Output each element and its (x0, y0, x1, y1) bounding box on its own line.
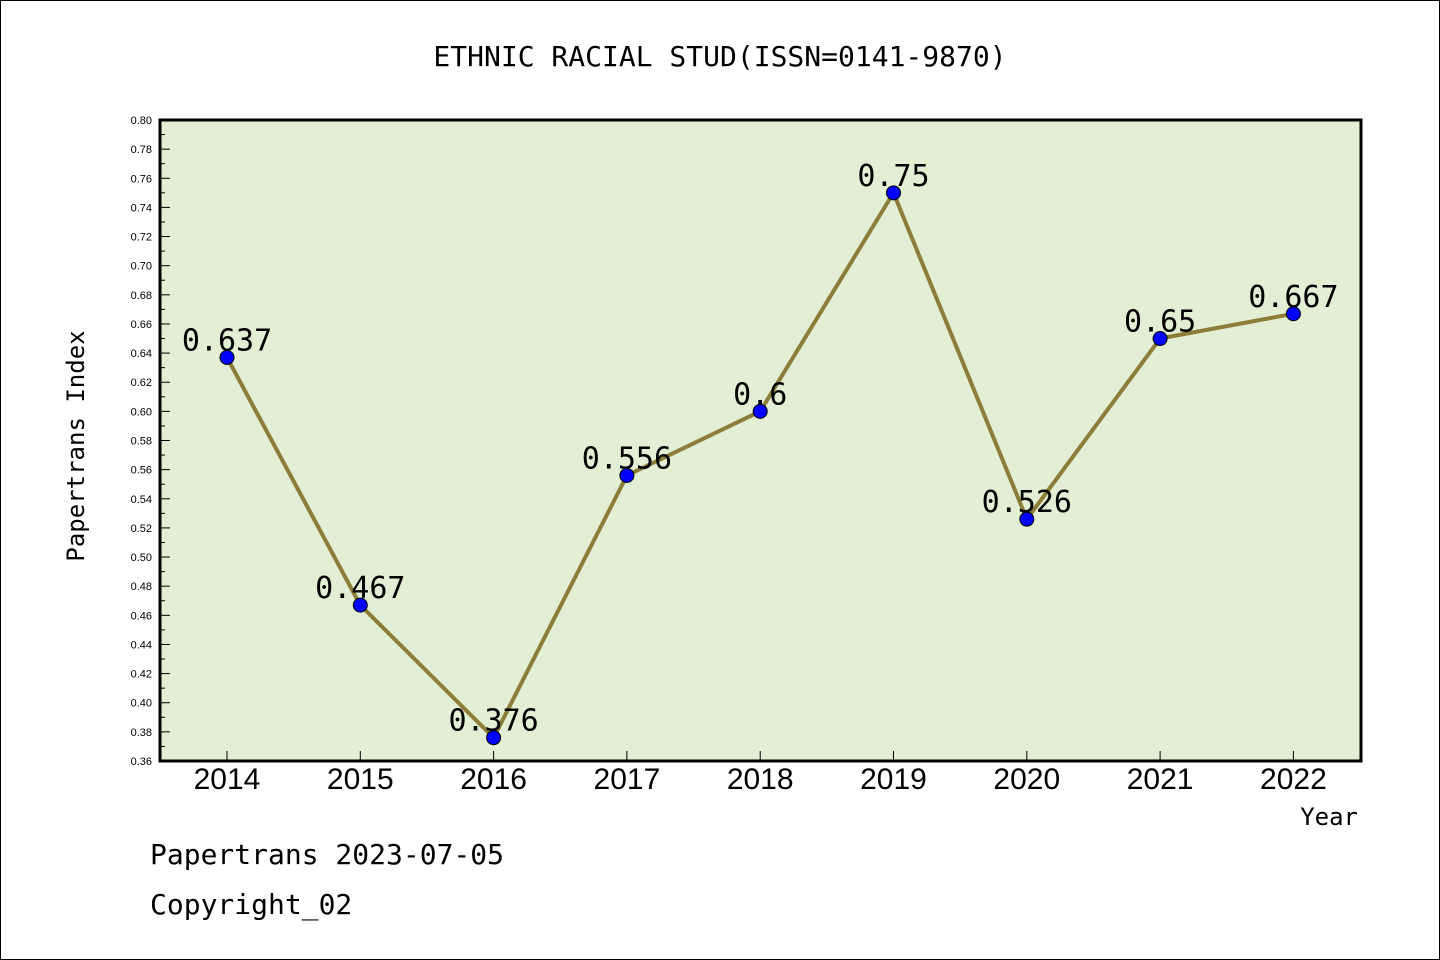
data-label: 0.65 (1124, 305, 1196, 340)
data-label: 0.667 (1248, 280, 1338, 315)
y-tick-label: 0.70 (131, 261, 152, 273)
data-label: 0.556 (582, 441, 672, 476)
x-axis-label: Year (1300, 803, 1358, 831)
data-point (752, 403, 768, 419)
x-tick-label: 2017 (594, 763, 661, 796)
y-tick-label: 0.68 (131, 290, 152, 302)
y-tick-label: 0.58 (131, 436, 152, 448)
y-tick-label: 0.40 (131, 698, 152, 710)
y-tick-label: 0.66 (131, 319, 152, 331)
data-label: 0.526 (982, 485, 1072, 520)
data-point (219, 349, 235, 365)
data-label: 0.75 (857, 159, 929, 194)
y-tick-label: 0.64 (131, 348, 152, 360)
data-point (486, 730, 502, 746)
data-label: 0.6 (733, 377, 787, 412)
x-tick-label: 2016 (460, 763, 527, 796)
plot-area (158, 118, 1363, 763)
x-tick-label: 2020 (993, 763, 1060, 796)
y-axis: 0.36 0.38 0.40 0.42 0.44 0.46 0.48 0.50 0.52 0.54… (131, 115, 170, 768)
footer-date: Papertrans 2023-07-05 (150, 838, 504, 871)
data-point (352, 597, 368, 613)
y-tick-label: 0.50 (131, 552, 152, 564)
data-point (886, 185, 901, 201)
y-tick-label: 0.56 (131, 465, 152, 477)
y-tick-label: 0.54 (131, 494, 152, 506)
data-label: 0.637 (182, 323, 272, 358)
y-tick-label: 0.38 (131, 727, 152, 739)
x-tick-label: 2014 (194, 763, 261, 796)
y-tick-label: 0.48 (131, 581, 152, 593)
y-tick-label: 0.42 (131, 669, 152, 681)
data-label: 0.376 (448, 704, 538, 739)
y-tick-label: 0.80 (131, 115, 152, 127)
y-tick-label: 0.78 (131, 144, 152, 156)
y-tick-label: 0.76 (131, 173, 152, 185)
data-point (619, 467, 635, 483)
x-axis: 2014 2015 2016 2017 2018 2019 2020 2021 2022 (194, 751, 1327, 796)
data-point (1019, 511, 1035, 527)
y-tick-label: 0.52 (131, 523, 152, 535)
data-label: 0.467 (315, 571, 405, 606)
y-tick-label: 0.72 (131, 232, 152, 244)
chart-title: ETHNIC RACIAL STUD(ISSN=0141-9870) (433, 40, 1006, 73)
x-tick-label: 2022 (1260, 763, 1327, 796)
y-tick-label: 0.36 (131, 756, 152, 768)
x-tick-label: 2018 (727, 763, 794, 796)
y-tick-label: 0.62 (131, 377, 152, 389)
y-tick-label: 0.74 (131, 202, 152, 214)
data-labels: 0.637 0.467 0.376 0.556 0.6 0.75 0.526 0.65 0.66… (182, 159, 1339, 739)
x-tick-label: 2021 (1127, 763, 1194, 796)
y-tick-label: 0.60 (131, 406, 152, 418)
x-tick-label: 2015 (327, 763, 394, 796)
data-point (1285, 306, 1301, 322)
y-tick-label: 0.44 (131, 639, 152, 651)
data-point (1152, 331, 1168, 347)
y-axis-label: Papertrans Index (62, 330, 90, 561)
footer-copyright: Copyright_02 (150, 888, 352, 922)
x-tick-label: 2019 (860, 763, 927, 796)
data-points (219, 185, 1301, 746)
y-tick-label: 0.46 (131, 610, 152, 622)
